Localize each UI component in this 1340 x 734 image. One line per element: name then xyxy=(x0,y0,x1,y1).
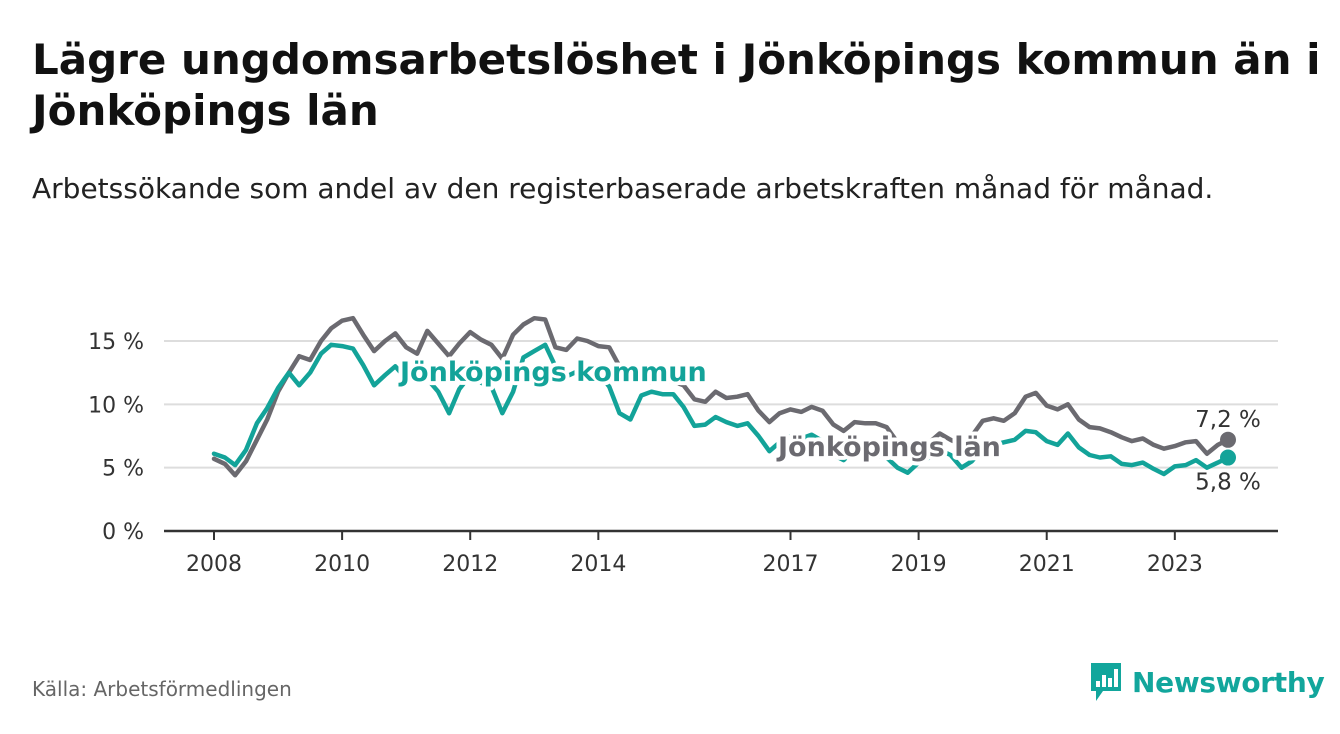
x-axis: 2008 2010 2012 2014 2017 2019 2021 2023 xyxy=(164,529,1278,577)
chart-title: Lägre ungdomsarbetslöshet i Jönköpings k… xyxy=(32,35,1321,135)
series-line-kommun xyxy=(211,342,1231,477)
y-tick-label: 15 % xyxy=(88,330,144,355)
end-marker-kommun xyxy=(1220,449,1236,466)
y-axis-labels: 0 % 5 % 10 % 15 % xyxy=(88,330,144,545)
end-markers: 7,2 % 5,8 % xyxy=(1195,407,1261,496)
series-label-kommun: Jönköpings kommun xyxy=(398,357,707,388)
x-tick-label: 2008 xyxy=(186,552,242,577)
brand-name: Newsworthy xyxy=(1132,665,1325,699)
end-value-label-lan: 7,2 % xyxy=(1195,407,1261,433)
x-tick-label: 2012 xyxy=(442,552,498,577)
series-lines xyxy=(211,315,1231,478)
newsworthy-logo-icon xyxy=(1091,663,1121,701)
y-tick-label: 0 % xyxy=(102,520,144,545)
series-label-lan: Jönköpings län xyxy=(776,432,1001,463)
x-tick-label: 2021 xyxy=(1019,552,1075,577)
series-line-lan xyxy=(211,315,1231,478)
x-tick-label: 2010 xyxy=(314,552,370,577)
series-annotations: Jönköpings kommun Jönköpings län xyxy=(394,353,1005,467)
y-tick-label: 5 % xyxy=(102,457,144,482)
grid-lines xyxy=(164,340,1278,469)
x-tick-label: 2017 xyxy=(763,552,819,577)
end-marker-lan xyxy=(1220,431,1236,448)
x-tick-label: 2019 xyxy=(891,552,947,577)
y-tick-label: 10 % xyxy=(88,393,144,418)
source-credit: Källa: Arbetsförmedlingen xyxy=(32,677,292,701)
newsworthy-logo: Newsworthy xyxy=(1088,660,1325,704)
chart-subtitle: Arbetssökande som andel av den registerb… xyxy=(32,172,1214,205)
end-value-label-kommun: 5,8 % xyxy=(1195,470,1261,496)
x-tick-label: 2023 xyxy=(1147,552,1203,577)
x-tick-label: 2014 xyxy=(570,552,626,577)
